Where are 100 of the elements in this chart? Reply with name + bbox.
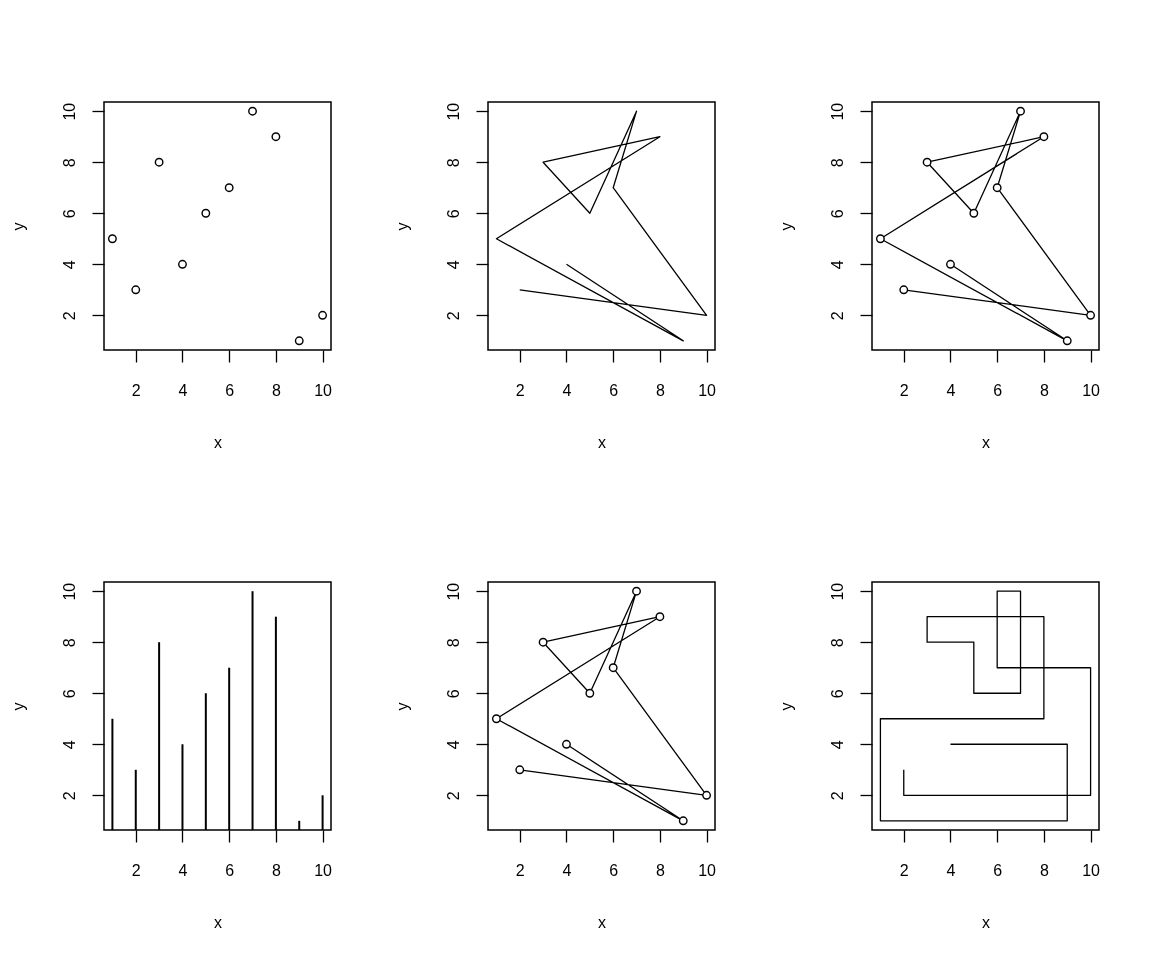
y-axis-title: y (9, 222, 27, 231)
y-tick-label: 10 (444, 102, 462, 121)
x-tick-label: 8 (271, 861, 281, 879)
x-axis-title: x (598, 913, 606, 931)
point (992, 183, 1002, 193)
point (678, 816, 688, 826)
x-tick-label: 4 (178, 381, 188, 399)
y-axis-title: y (9, 702, 27, 711)
point (1062, 336, 1072, 346)
point (178, 259, 187, 269)
point (922, 157, 932, 167)
point (515, 765, 525, 775)
point (585, 688, 595, 698)
x-tick-label: 2 (899, 861, 909, 879)
x-tick-label: 6 (609, 861, 619, 879)
line-series (495, 110, 708, 342)
y-tick-label: 4 (828, 740, 846, 750)
point (224, 183, 234, 193)
x-tick-label: 4 (562, 861, 572, 879)
y-tick-label: 2 (828, 791, 846, 801)
point (271, 132, 281, 142)
x-tick-label: 2 (899, 381, 909, 399)
x-tick-label: 8 (1039, 861, 1049, 879)
x-tick-label: 2 (515, 381, 525, 399)
y-tick-label: 4 (828, 260, 846, 270)
point (1039, 132, 1049, 142)
point (655, 612, 665, 622)
x-tick-label: 4 (946, 381, 956, 399)
x-tick-label: 6 (993, 861, 1003, 879)
y-tick-label: 6 (444, 209, 462, 219)
point (702, 790, 712, 800)
point (875, 234, 885, 244)
y-tick-label: 6 (60, 689, 78, 699)
x-tick-label: 8 (655, 381, 665, 399)
x-tick-label: 6 (993, 381, 1003, 399)
y-tick-label: 10 (60, 102, 78, 121)
y-tick-label: 10 (828, 102, 846, 121)
x-tick-label: 4 (562, 381, 572, 399)
point (632, 586, 641, 596)
y-tick-label: 8 (828, 638, 846, 648)
point (1016, 106, 1025, 116)
y-tick-label: 2 (828, 311, 846, 321)
y-tick-label: 10 (60, 582, 78, 601)
point (248, 106, 257, 116)
y-axis-title: y (777, 702, 795, 711)
x-tick-label: 10 (1082, 861, 1101, 879)
y-tick-label: 2 (60, 311, 78, 321)
x-tick-label: 6 (609, 381, 619, 399)
y-tick-label: 4 (444, 260, 462, 270)
point (1086, 310, 1096, 320)
point (491, 714, 501, 724)
x-tick-label: 2 (515, 861, 525, 879)
x-axis-title: x (598, 433, 606, 451)
point (946, 259, 955, 269)
y-tick-label: 8 (828, 158, 846, 168)
x-tick-label: 8 (271, 381, 281, 399)
y-tick-label: 4 (444, 740, 462, 750)
x-tick-label: 2 (131, 381, 141, 399)
y-tick-label: 2 (60, 791, 78, 801)
x-axis-title: x (982, 913, 990, 931)
point (969, 208, 979, 218)
y-tick-label: 8 (60, 158, 78, 168)
x-axis-title: x (214, 913, 222, 931)
point (294, 336, 304, 346)
y-tick-label: 8 (444, 158, 462, 168)
y-tick-label: 4 (60, 740, 78, 750)
point (318, 310, 328, 320)
x-tick-label: 10 (1082, 381, 1101, 399)
point (131, 285, 141, 295)
y-tick-label: 2 (444, 791, 462, 801)
x-tick-label: 10 (698, 861, 717, 879)
y-tick-label: 2 (444, 311, 462, 321)
y-axis-title: y (393, 222, 411, 231)
x-axis-title: x (982, 433, 990, 451)
x-tick-label: 8 (655, 861, 665, 879)
x-tick-label: 6 (225, 861, 235, 879)
x-tick-label: 8 (1039, 381, 1049, 399)
y-tick-label: 10 (828, 582, 846, 601)
x-tick-label: 10 (698, 381, 717, 399)
y-axis-title: y (777, 222, 795, 231)
y-tick-label: 6 (444, 689, 462, 699)
y-axis-title: y (393, 702, 411, 711)
y-tick-label: 6 (828, 689, 846, 699)
x-tick-label: 4 (178, 861, 188, 879)
y-tick-label: 6 (828, 209, 846, 219)
y-tick-label: 6 (60, 209, 78, 219)
point (899, 285, 909, 295)
x-axis-title: x (214, 433, 222, 451)
point (107, 234, 117, 244)
x-tick-label: 4 (946, 861, 956, 879)
x-tick-label: 6 (225, 381, 235, 399)
y-tick-label: 8 (444, 638, 462, 648)
x-tick-label: 10 (314, 381, 333, 399)
y-tick-label: 4 (60, 260, 78, 270)
point (154, 157, 164, 167)
x-tick-label: 10 (314, 861, 333, 879)
y-tick-label: 8 (60, 638, 78, 648)
point (562, 739, 571, 749)
y-tick-label: 10 (444, 582, 462, 601)
x-tick-label: 2 (131, 861, 141, 879)
